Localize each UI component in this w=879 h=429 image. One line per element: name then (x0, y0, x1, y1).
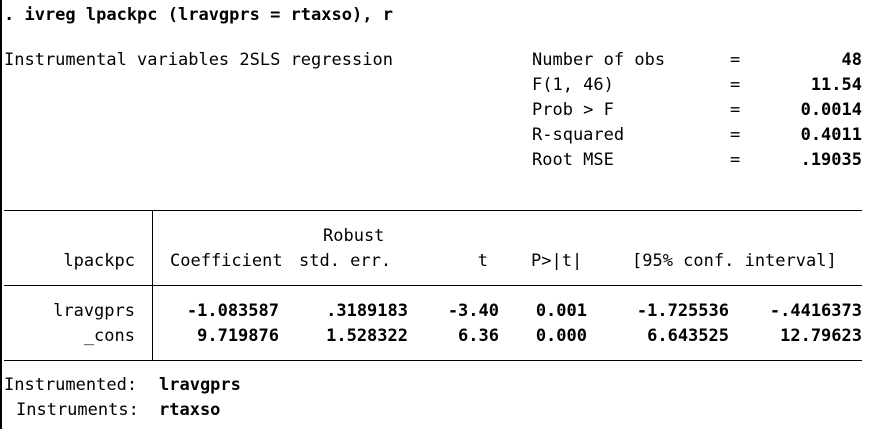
row-p: 0.000 (535, 326, 587, 346)
table-bottom-rule (4, 360, 862, 361)
stat-label: Number of obs (532, 50, 666, 70)
col-depvar: lpackpc (63, 251, 135, 271)
stat-label: Prob > F (532, 100, 614, 120)
row-ci-high: 12.79623 (780, 326, 862, 346)
command-line: . ivreg lpackpc (lravgprs = rtaxso), r (4, 5, 393, 25)
col-coefficient: Coefficient (170, 251, 283, 271)
row-var: lravgprs (53, 301, 135, 321)
stat-value: 11.54 (810, 75, 862, 95)
instrumented-value: lravgprs (159, 375, 241, 395)
col-std-err: std. err. (299, 251, 392, 271)
stat-equals: = (730, 75, 741, 95)
table-top-rule (4, 210, 862, 211)
row-coef: 9.719876 (197, 326, 279, 346)
stat-equals: = (730, 50, 741, 70)
stat-equals: = (730, 125, 741, 145)
table-header-rule (4, 285, 862, 286)
col-p: P>|t| (531, 251, 583, 271)
stat-label: F(1, 46) (532, 75, 614, 95)
stat-label: R-squared (532, 125, 625, 145)
console-left-border (0, 0, 2, 429)
row-se: .3189183 (326, 301, 408, 321)
stat-value: 0.0014 (800, 100, 862, 120)
stat-equals: = (730, 100, 741, 120)
instruments-value: rtaxso (159, 400, 221, 420)
col-t: t (477, 251, 488, 271)
stat-label: Root MSE (532, 150, 614, 170)
robust-label: Robust (323, 226, 385, 246)
regression-title: Instrumental variables 2SLS regression (4, 50, 393, 70)
instrumented-label: Instrumented: (4, 375, 138, 395)
row-coef: -1.083587 (186, 301, 279, 321)
row-ci-high: -.4416373 (769, 301, 862, 321)
stat-value: .19035 (800, 150, 862, 170)
instruments-label: Instruments: (16, 400, 139, 420)
row-ci-low: 6.643525 (647, 326, 729, 346)
row-t: 6.36 (458, 326, 499, 346)
row-p: 0.001 (535, 301, 587, 321)
stat-equals: = (730, 150, 741, 170)
row-se: 1.528322 (326, 326, 408, 346)
stat-value: 0.4011 (800, 125, 862, 145)
row-t: -3.40 (447, 301, 499, 321)
row-ci-low: -1.725536 (636, 301, 729, 321)
row-var: _cons (83, 326, 135, 346)
col-conf-interval: [95% conf. interval] (632, 251, 837, 271)
stat-value: 48 (841, 50, 862, 70)
